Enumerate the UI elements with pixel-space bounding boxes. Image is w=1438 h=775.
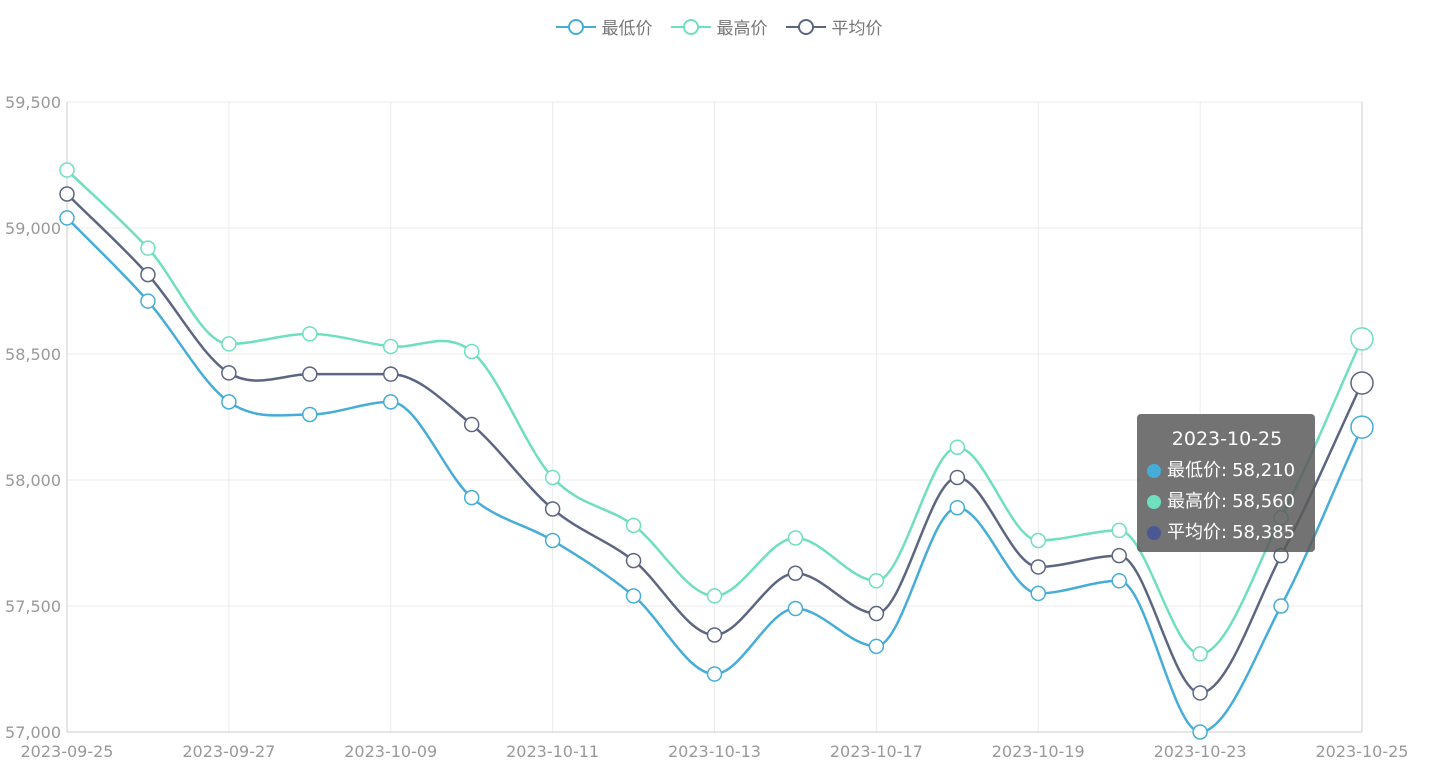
tooltip-colon: : bbox=[1221, 522, 1228, 543]
y-tick-label: 59,000 bbox=[5, 219, 61, 238]
data-point-high bbox=[625, 517, 642, 534]
x-tick-label: 2023-10-17 bbox=[830, 742, 923, 761]
series-line-low bbox=[66, 217, 1364, 734]
data-point-high bbox=[949, 439, 966, 455]
data-point-low bbox=[1111, 573, 1127, 589]
x-tick-label: 2023-10-11 bbox=[506, 742, 599, 761]
data-point-low bbox=[1273, 598, 1289, 614]
tooltip-label-low: 最低价 bbox=[1167, 460, 1221, 481]
tooltip-title: 2023-10-25 bbox=[1171, 428, 1283, 450]
data-point-avg bbox=[1350, 371, 1374, 395]
y-tick-label: 57,000 bbox=[5, 723, 61, 742]
data-point-avg bbox=[59, 186, 75, 202]
data-point-high bbox=[1350, 327, 1374, 351]
x-tick-label: 2023-10-25 bbox=[1316, 742, 1409, 761]
data-point-high bbox=[302, 326, 318, 342]
legend-label-avg: 平均价 bbox=[831, 19, 883, 39]
data-point-high bbox=[544, 469, 561, 486]
tooltip-label-high: 最高价 bbox=[1167, 491, 1221, 512]
tooltip-value-high: 58,560 bbox=[1232, 491, 1296, 512]
data-point-low bbox=[787, 600, 804, 617]
data-point-low bbox=[706, 666, 723, 682]
data-point-high bbox=[1192, 646, 1208, 662]
data-point-avg bbox=[1192, 685, 1208, 701]
data-point-avg bbox=[221, 365, 237, 381]
y-tick-label: 59,500 bbox=[5, 93, 61, 112]
tooltip-row-avg: 平均价: 58,385 bbox=[1147, 517, 1307, 548]
data-point-high bbox=[140, 240, 156, 256]
legend: 最低价 最高价 平均价 bbox=[0, 14, 1438, 39]
data-point-high bbox=[221, 336, 237, 352]
x-tick-label: 2023-10-13 bbox=[668, 742, 761, 761]
data-point-high bbox=[1111, 522, 1127, 539]
tooltip-colon: : bbox=[1221, 491, 1228, 512]
tooltip-label-avg: 平均价 bbox=[1167, 522, 1221, 543]
tooltip: 2023-10-25 最低价: 58,210 最高价: 58,560 平均价: … bbox=[1137, 414, 1315, 552]
data-point-low bbox=[868, 638, 885, 655]
data-point-low bbox=[59, 210, 75, 226]
tooltip-dot-avg bbox=[1147, 525, 1161, 540]
data-point-avg bbox=[383, 366, 399, 382]
data-point-low bbox=[383, 394, 399, 410]
tooltip-row-high: 最高价: 58,560 bbox=[1147, 486, 1307, 517]
legend-line-circle-icon bbox=[670, 18, 711, 35]
data-point-avg bbox=[787, 565, 804, 581]
data-point-low bbox=[1350, 415, 1374, 439]
legend-item-high[interactable]: 最高价 bbox=[670, 14, 768, 39]
x-tick-label: 2023-09-27 bbox=[182, 742, 275, 761]
tooltip-dot-low bbox=[1147, 463, 1161, 478]
axes: 59,50059,00058,50058,00057,50057,0002023… bbox=[5, 93, 1408, 761]
tooltip-dot-high bbox=[1147, 494, 1161, 509]
tooltip-value-avg: 58,385 bbox=[1232, 522, 1296, 543]
y-tick-label: 58,000 bbox=[5, 471, 61, 490]
data-point-high bbox=[59, 162, 75, 178]
data-point-avg bbox=[706, 627, 723, 643]
data-point-low bbox=[302, 406, 318, 423]
y-tick-label: 57,500 bbox=[5, 597, 61, 616]
x-tick-label: 2023-10-23 bbox=[1154, 742, 1247, 761]
legend-item-low[interactable]: 最低价 bbox=[555, 14, 653, 39]
data-point-avg bbox=[1111, 547, 1127, 564]
legend-item-avg[interactable]: 平均价 bbox=[785, 14, 883, 39]
data-point-low bbox=[463, 489, 480, 506]
data-point-low bbox=[949, 499, 966, 516]
data-point-avg bbox=[544, 501, 561, 517]
tooltip-value-low: 58,210 bbox=[1232, 460, 1296, 481]
data-point-avg bbox=[868, 605, 885, 622]
legend-line-circle-icon bbox=[785, 18, 826, 35]
data-point-low bbox=[544, 532, 561, 549]
data-point-low bbox=[140, 293, 156, 309]
data-point-high bbox=[868, 573, 885, 589]
series-lines bbox=[66, 169, 1364, 734]
data-point-avg bbox=[463, 416, 480, 433]
data-point-high bbox=[383, 338, 399, 355]
y-tick-label: 58,500 bbox=[5, 345, 61, 364]
data-point-low bbox=[1030, 585, 1046, 602]
tooltip-row-low: 最低价: 58,210 bbox=[1147, 455, 1307, 486]
tooltip-colon: : bbox=[1221, 460, 1228, 481]
series-line-high bbox=[66, 169, 1364, 656]
legend-label-high: 最高价 bbox=[716, 19, 768, 39]
data-point-avg bbox=[625, 552, 642, 569]
data-point-low bbox=[221, 394, 237, 410]
x-tick-label: 2023-10-09 bbox=[344, 742, 437, 761]
series-points bbox=[59, 162, 1374, 740]
data-point-high bbox=[1030, 532, 1046, 549]
data-point-low bbox=[1192, 724, 1208, 740]
data-point-high bbox=[787, 530, 804, 546]
data-point-avg bbox=[140, 266, 156, 283]
series-line-avg bbox=[66, 193, 1364, 695]
x-tick-label: 2023-10-19 bbox=[992, 742, 1085, 761]
x-tick-label: 2023-09-25 bbox=[21, 742, 114, 761]
data-point-high bbox=[706, 588, 723, 604]
legend-label-low: 最低价 bbox=[601, 19, 653, 39]
data-point-low bbox=[625, 588, 642, 604]
data-point-avg bbox=[1030, 559, 1046, 575]
legend-line-circle-icon bbox=[555, 18, 596, 35]
data-point-avg bbox=[949, 469, 966, 486]
data-point-high bbox=[463, 343, 480, 360]
data-point-avg bbox=[302, 366, 318, 382]
